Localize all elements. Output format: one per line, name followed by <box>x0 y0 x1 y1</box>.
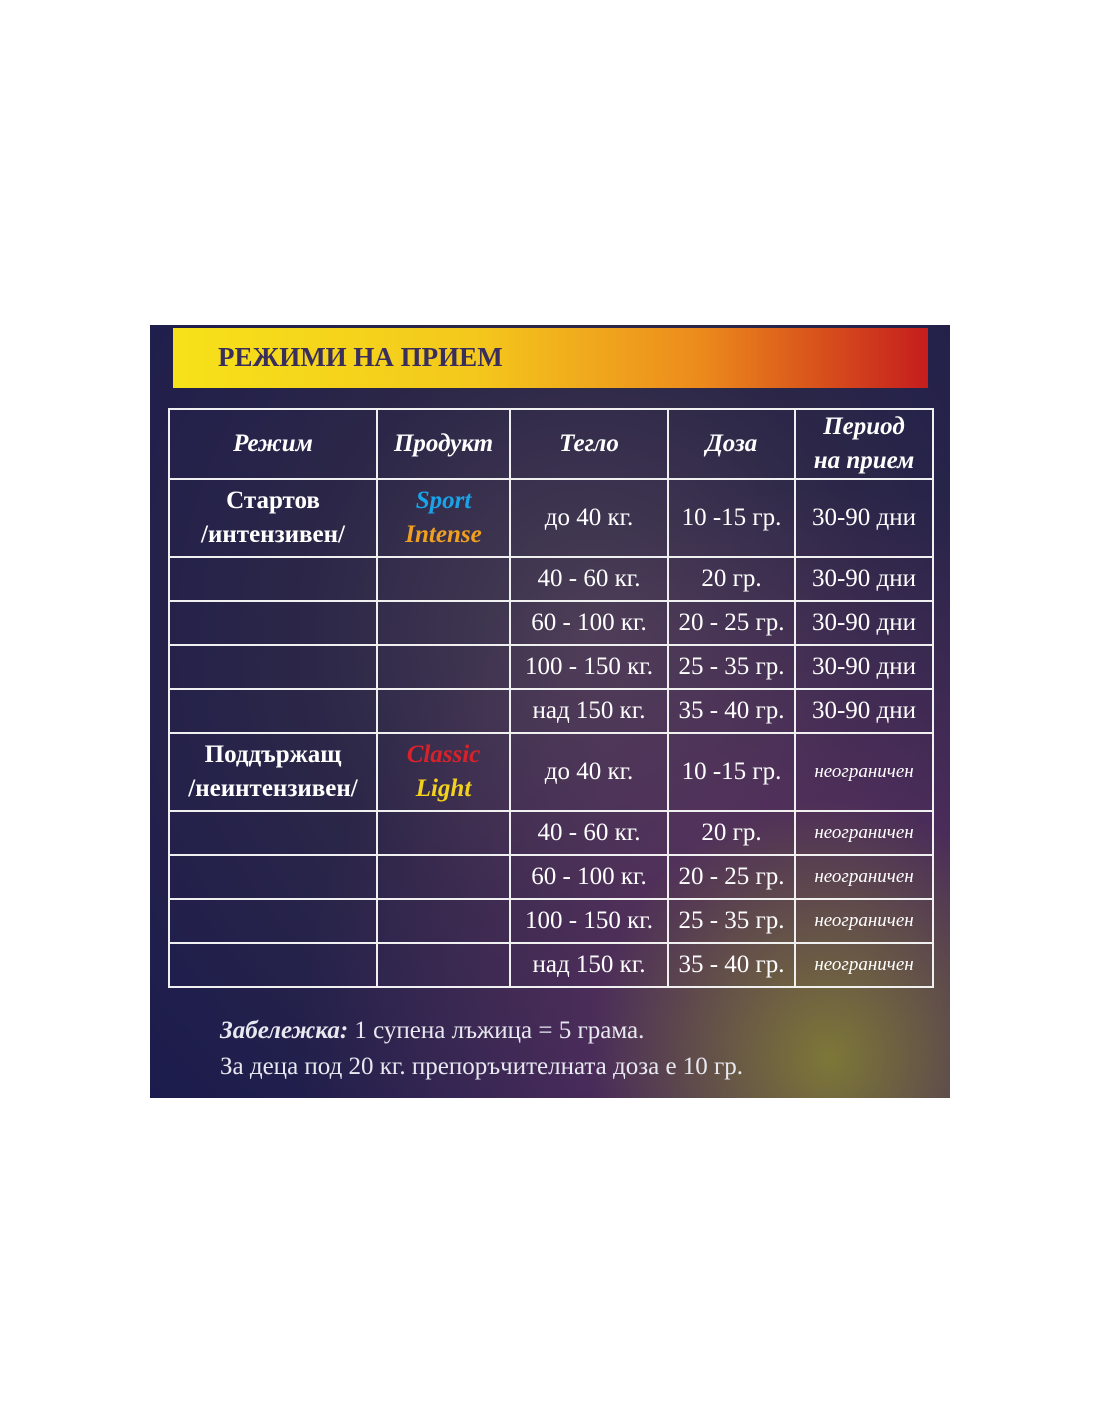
table: Режим Продукт Тегло Доза Период на прием Старт… <box>168 408 934 988</box>
cell: 20 - 25 гр. <box>667 600 796 646</box>
cell: 20 гр. <box>667 556 796 602</box>
header-row: Режим Продукт Тегло Доза Период на прием <box>168 408 934 480</box>
cell: Тегло <box>509 408 669 480</box>
note-line: За деца под 20 кг. препоръчителната доза… <box>220 1053 744 1080</box>
banner: РЕЖИМИ НА ПРИЕМ <box>173 328 928 388</box>
cell: 25 - 35 гр. <box>667 898 796 944</box>
cell: 40 - 60 кг. <box>509 810 669 856</box>
cell: 30-90 дни <box>794 600 934 646</box>
cell: 60 - 100 кг. <box>509 600 669 646</box>
row: 100 - 150 кг. 25 - 35 гр. неограничен <box>168 898 934 944</box>
cell <box>376 644 511 690</box>
note: Забележка: 1 супена лъжица = 5 грама. За… <box>220 1013 743 1085</box>
cell: Стартов/интензивен/ <box>168 478 378 558</box>
cell: 35 - 40 гр. <box>667 688 796 734</box>
cell: неограничен <box>794 854 934 900</box>
cell: 100 - 150 кг. <box>509 644 669 690</box>
row: Поддържащ/неинтензивен/Classic Light до 40… <box>168 732 934 812</box>
title: РЕЖИМИ НА ПРИЕМ <box>218 342 503 372</box>
cell-line: Стартов <box>226 487 320 514</box>
cell: Поддържащ/неинтензивен/ <box>168 732 378 812</box>
cell <box>376 810 511 856</box>
cell-line: Период <box>823 413 905 440</box>
cell: 20 гр. <box>667 810 796 856</box>
cell <box>376 854 511 900</box>
cell <box>168 854 378 900</box>
cell: 60 - 100 кг. <box>509 854 669 900</box>
row: над 150 кг. 35 - 40 гр. 30-90 дни <box>168 688 934 734</box>
cell <box>376 556 511 602</box>
row: 60 - 100 кг. 20 - 25 гр. неограничен <box>168 854 934 900</box>
cell: Sport Intense <box>376 478 511 558</box>
cell-line: /интензивен/ <box>201 521 345 548</box>
cell: Режим <box>168 408 378 480</box>
cell: неограничен <box>794 810 934 856</box>
cell: неограничен <box>794 732 934 812</box>
row: Стартов/интензивен/Sport Intense до 40 кг.… <box>168 478 934 558</box>
cell: 20 - 25 гр. <box>667 854 796 900</box>
cell <box>168 942 378 988</box>
cell: 10 -15 гр. <box>667 478 796 558</box>
cell: 30-90 дни <box>794 556 934 602</box>
cell: Classic Light <box>376 732 511 812</box>
cell: 25 - 35 гр. <box>667 644 796 690</box>
cell: 30-90 дни <box>794 644 934 690</box>
cell-line: Classic <box>406 741 481 768</box>
cell-line: Intense <box>405 521 482 548</box>
cell: Период на прием <box>794 408 934 480</box>
cell: 35 - 40 гр. <box>667 942 796 988</box>
panel: РЕЖИМИ НА ПРИЕМ Режим Продукт Тегло Доза Пер… <box>150 325 950 1098</box>
cell: над 150 кг. <box>509 688 669 734</box>
cell: 100 - 150 кг. <box>509 898 669 944</box>
cell: 30-90 дни <box>794 688 934 734</box>
cell <box>376 688 511 734</box>
cell: Продукт <box>376 408 511 480</box>
row: 40 - 60 кг. 20 гр. 30-90 дни <box>168 556 934 602</box>
row: 60 - 100 кг. 20 - 25 гр. 30-90 дни <box>168 600 934 646</box>
cell <box>168 898 378 944</box>
cell-line: на прием <box>813 447 915 474</box>
cell <box>168 600 378 646</box>
cell <box>376 942 511 988</box>
note-line: Забележка: 1 супена лъжица = 5 грама. <box>220 1013 743 1049</box>
note-label: Забележка: <box>220 1017 349 1044</box>
cell-line: /неинтензивен/ <box>188 775 358 802</box>
cell: 30-90 дни <box>794 478 934 558</box>
note-text: 1 супена лъжица = 5 грама. <box>354 1017 645 1044</box>
cell <box>168 644 378 690</box>
cell: 10 -15 гр. <box>667 732 796 812</box>
cell <box>168 556 378 602</box>
cell-line: Light <box>415 775 472 802</box>
row: над 150 кг. 35 - 40 гр. неограничен <box>168 942 934 988</box>
cell: 40 - 60 кг. <box>509 556 669 602</box>
cell <box>168 688 378 734</box>
row: 100 - 150 кг. 25 - 35 гр. 30-90 дни <box>168 644 934 690</box>
cell: над 150 кг. <box>509 942 669 988</box>
cell-line: Поддържащ <box>204 741 342 768</box>
cell <box>376 600 511 646</box>
cell: до 40 кг. <box>509 732 669 812</box>
cell: неограничен <box>794 942 934 988</box>
cell: неограничен <box>794 898 934 944</box>
cell <box>168 810 378 856</box>
cell <box>376 898 511 944</box>
cell: Доза <box>667 408 796 480</box>
cell: до 40 кг. <box>509 478 669 558</box>
cell-line: Sport <box>415 487 472 514</box>
row: 40 - 60 кг. 20 гр. неограничен <box>168 810 934 856</box>
